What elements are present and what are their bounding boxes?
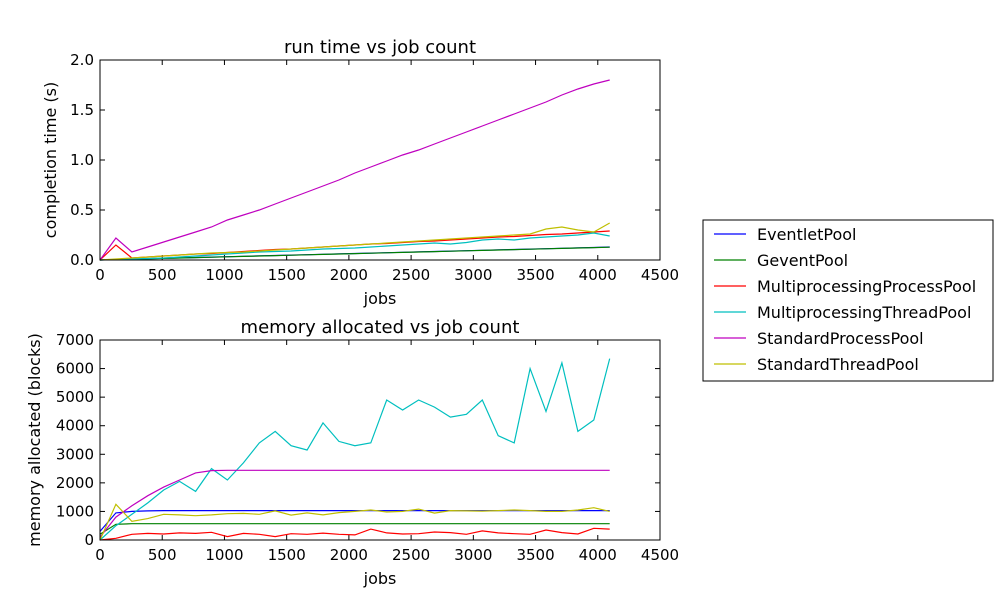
runtime-series-multiprocessingthreadpool xyxy=(99,232,610,261)
legend-label-multiprocessingprocesspool: MultiprocessingProcessPool xyxy=(757,277,976,296)
memory-x-tick-label: 3500 xyxy=(516,546,554,564)
memory-x-tick-label: 4500 xyxy=(641,546,679,564)
memory-y-tick-label: 1000 xyxy=(56,502,94,520)
runtime-x-tick-label: 3000 xyxy=(454,266,492,284)
memory-x-tick-label: 500 xyxy=(148,546,177,564)
memory-series-standardthreadpool xyxy=(99,503,610,541)
memory-series-standardprocesspool xyxy=(99,469,610,538)
memory-chart-title: memory allocated vs job count xyxy=(241,317,520,338)
memory-x-tick-label: 2500 xyxy=(392,546,430,564)
runtime-y-tick-label: 1.5 xyxy=(70,101,94,119)
legend: EventletPool GeventPool MultiprocessingPro… xyxy=(702,219,994,382)
runtime-ticks: 0 500 1000 1500 2000 2500 3000 3500 4000 4500 0.0 0… xyxy=(70,51,679,284)
memory-y-tick-label: 4000 xyxy=(56,417,94,435)
legend-label-eventletpool: EventletPool xyxy=(757,225,857,244)
memory-x-axis-label: jobs xyxy=(363,569,397,588)
memory-y-tick-label: 5000 xyxy=(56,388,94,406)
memory-series-geventpool xyxy=(99,523,610,535)
runtime-x-tick-label: 4500 xyxy=(641,266,679,284)
runtime-x-tick-label: 3500 xyxy=(516,266,554,284)
runtime-plot-frame xyxy=(99,59,661,261)
runtime-chart: run time vs job count jobs completion ti… xyxy=(41,37,679,308)
runtime-x-tick-label: 1500 xyxy=(268,266,306,284)
runtime-x-tick-label: 500 xyxy=(148,266,177,284)
legend-label-standardprocesspool: StandardProcessPool xyxy=(757,329,924,348)
runtime-y-tick-label: 2.0 xyxy=(70,51,94,69)
runtime-y-tick-label: 0.5 xyxy=(70,201,94,219)
memory-y-tick-label: 0 xyxy=(84,531,94,549)
memory-x-tick-label: 1500 xyxy=(268,546,306,564)
memory-series-eventletpool xyxy=(99,510,610,532)
runtime-x-tick-label: 2000 xyxy=(330,266,368,284)
legend-label-standardthreadpool: StandardThreadPool xyxy=(757,355,919,374)
memory-x-tick-label: 2000 xyxy=(330,546,368,564)
runtime-x-tick-label: 1000 xyxy=(205,266,243,284)
runtime-x-tick-label: 4000 xyxy=(579,266,617,284)
runtime-y-tick-label: 1.0 xyxy=(70,151,94,169)
memory-x-tick-label: 4000 xyxy=(579,546,617,564)
runtime-y-axis-label: completion time (s) xyxy=(41,82,60,238)
legend-label-multiprocessingthreadpool: MultiprocessingThreadPool xyxy=(757,303,971,322)
runtime-lines xyxy=(99,79,610,261)
memory-y-tick-label: 2000 xyxy=(56,474,94,492)
runtime-x-tick-label: 0 xyxy=(95,266,105,284)
memory-chart: memory allocated vs job count jobs memor… xyxy=(25,317,679,588)
runtime-y-tick-label: 0.0 xyxy=(70,251,94,269)
legend-items: EventletPool GeventPool MultiprocessingPro… xyxy=(714,225,976,374)
memory-y-tick-label: 6000 xyxy=(56,360,94,378)
runtime-chart-title: run time vs job count xyxy=(284,37,476,58)
runtime-series-geventpool xyxy=(99,246,610,261)
runtime-series-standardprocesspool xyxy=(99,79,610,261)
memory-x-tick-label: 1000 xyxy=(205,546,243,564)
runtime-x-tick-label: 2500 xyxy=(392,266,430,284)
memory-ticks: 0 500 1000 1500 2000 2500 3000 3500 4000 4500 0 100… xyxy=(56,331,679,564)
memory-series-multiprocessingthreadpool xyxy=(99,358,611,541)
memory-lines xyxy=(99,358,611,541)
memory-x-tick-label: 3000 xyxy=(454,546,492,564)
memory-x-tick-label: 0 xyxy=(95,546,105,564)
legend-label-geventpool: GeventPool xyxy=(757,251,848,270)
memory-y-tick-label: 7000 xyxy=(56,331,94,349)
memory-plot-frame xyxy=(99,339,661,541)
memory-y-axis-label: memory allocated (blocks) xyxy=(25,333,44,547)
memory-y-tick-label: 3000 xyxy=(56,445,94,463)
runtime-x-axis-label: jobs xyxy=(363,289,397,308)
runtime-series-standardthreadpool xyxy=(99,222,610,261)
legend-frame xyxy=(702,219,994,382)
memory-series-multiprocessingprocesspool xyxy=(99,527,610,541)
